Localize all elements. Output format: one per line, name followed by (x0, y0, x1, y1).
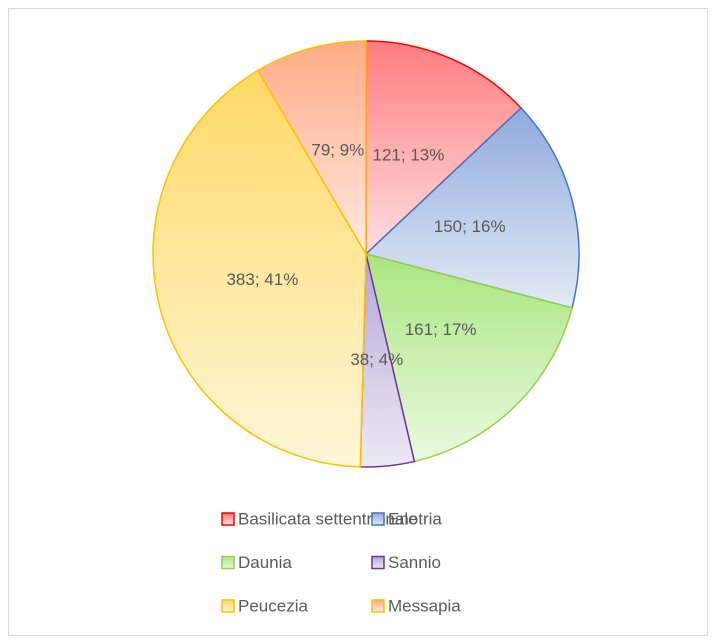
slice (152, 69, 367, 468)
legend-label: Daunia (238, 553, 292, 572)
pie (152, 40, 580, 468)
data-label: 38; 4% (350, 350, 403, 369)
data-label: 383; 41% (226, 270, 298, 289)
legend-swatch (371, 555, 385, 570)
data-label: 161; 17% (405, 320, 477, 339)
slice (364, 106, 580, 309)
legend-label: Messapia (388, 596, 461, 615)
legend-swatch (221, 555, 235, 570)
slice (365, 40, 523, 256)
legend-label: Enotria (388, 509, 442, 528)
data-label: 79; 9% (311, 140, 364, 159)
legend-swatch (371, 599, 385, 613)
data-label: 121; 13% (373, 145, 445, 164)
legend-label: Peucezia (238, 596, 308, 615)
data-label: 150; 16% (434, 217, 506, 236)
slice (364, 252, 573, 463)
data-labels: 121; 13% 150; 16% 161; 17%38; 4% 383; 41% 79… (226, 140, 505, 369)
legend-label: Sannio (388, 553, 441, 572)
legend-swatch (221, 512, 235, 526)
legend-swatch (221, 599, 235, 613)
slice (256, 40, 367, 257)
legend-swatch (371, 512, 385, 526)
